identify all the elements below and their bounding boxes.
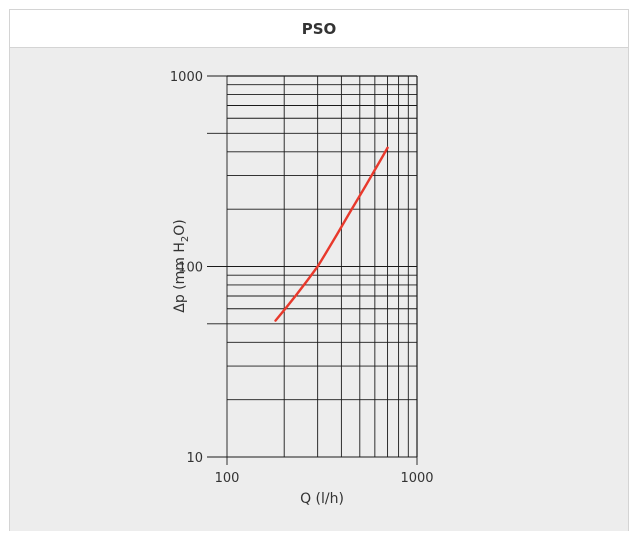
chart-panel-title: PSO: [10, 10, 628, 48]
y-tick-label: 10: [186, 451, 203, 466]
y-tick-label: 100: [178, 261, 203, 276]
x-axis-title: Q (l/h): [300, 491, 344, 507]
y-axis-title-post: O): [172, 219, 188, 235]
y-axis-title-pre: Δp (mm H: [172, 242, 188, 313]
chart-panel: PSO: [9, 9, 629, 531]
y-axis-title: Δp (mm H2O): [172, 219, 191, 313]
axis-ticks: 100 1000 10 100 1000: [170, 70, 434, 486]
series-line: [274, 146, 389, 322]
x-tick-label: 1000: [400, 471, 433, 486]
x-tick-label: 100: [215, 471, 240, 486]
y-axis-title-sub: 2: [180, 236, 191, 242]
series-group: [274, 146, 389, 322]
y-tick-label: 1000: [170, 70, 203, 85]
